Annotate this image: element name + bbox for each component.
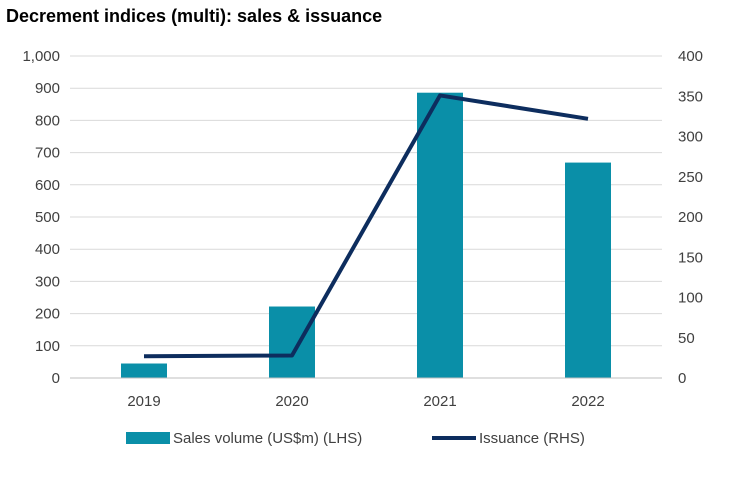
y-left-tick-label: 0 xyxy=(52,370,60,387)
y-axis-left: 0 100 200 300 400 500 600 700 800 900 1,000 xyxy=(22,48,60,387)
y-left-tick-label: 300 xyxy=(35,273,60,290)
issuance-line-group xyxy=(143,93,589,359)
y-axis-right: 0 50 100 150 200 250 300 350 400 xyxy=(678,48,703,387)
y-left-tick-label: 1,000 xyxy=(22,48,60,65)
chart-title: Decrement indices (multi): sales & issua… xyxy=(6,6,383,26)
y-left-tick-label: 200 xyxy=(35,306,60,323)
legend-swatch-sales xyxy=(126,432,170,444)
y-left-tick-label: 800 xyxy=(35,112,60,129)
x-axis: 2019 2020 2021 2022 xyxy=(70,377,662,410)
bar-2020 xyxy=(269,306,315,378)
y-right-tick-label: 150 xyxy=(678,249,703,266)
y-right-tick-label: 200 xyxy=(678,209,703,226)
y-left-tick-label: 700 xyxy=(35,145,60,162)
y-right-tick-label: 0 xyxy=(678,370,686,387)
y-right-tick-label: 400 xyxy=(678,48,703,65)
bars xyxy=(121,92,611,378)
y-right-tick-label: 300 xyxy=(678,129,703,146)
x-tick-label: 2019 xyxy=(127,393,160,410)
bar-2022 xyxy=(565,162,611,378)
y-left-tick-label: 900 xyxy=(35,80,60,97)
issuance-line xyxy=(143,93,589,359)
y-left-tick-label: 600 xyxy=(35,177,60,194)
x-tick-label: 2021 xyxy=(423,393,456,410)
legend-label-issuance: Issuance (RHS) xyxy=(479,430,585,447)
y-left-tick-label: 400 xyxy=(35,241,60,258)
bar-2021 xyxy=(417,92,463,378)
y-left-tick-label: 100 xyxy=(35,338,60,355)
y-right-tick-label: 250 xyxy=(678,169,703,186)
bar-2019 xyxy=(121,363,167,378)
x-tick-label: 2020 xyxy=(275,393,308,410)
legend-label-sales: Sales volume (US$m) (LHS) xyxy=(173,430,362,447)
y-right-tick-label: 100 xyxy=(678,290,703,307)
legend: Sales volume (US$m) (LHS) Issuance (RHS) xyxy=(126,430,585,447)
x-tick-label: 2022 xyxy=(571,393,604,410)
y-right-tick-label: 350 xyxy=(678,88,703,105)
y-right-tick-label: 50 xyxy=(678,330,695,347)
y-left-tick-label: 500 xyxy=(35,209,60,226)
